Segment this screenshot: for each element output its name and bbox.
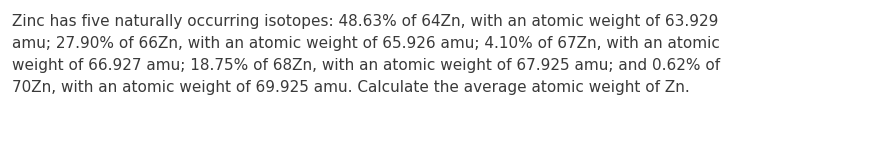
Text: Zinc has five naturally occurring isotopes: 48.63% of 64Zn, with an atomic weigh: Zinc has five naturally occurring isotop… xyxy=(12,14,718,29)
Text: amu; 27.90% of 66Zn, with an atomic weight of 65.926 amu; 4.10% of 67Zn, with an: amu; 27.90% of 66Zn, with an atomic weig… xyxy=(12,36,720,51)
Text: 70Zn, with an atomic weight of 69.925 amu. Calculate the average atomic weight o: 70Zn, with an atomic weight of 69.925 am… xyxy=(12,80,690,95)
Text: weight of 66.927 amu; 18.75% of 68Zn, with an atomic weight of 67.925 amu; and 0: weight of 66.927 amu; 18.75% of 68Zn, wi… xyxy=(12,58,720,73)
